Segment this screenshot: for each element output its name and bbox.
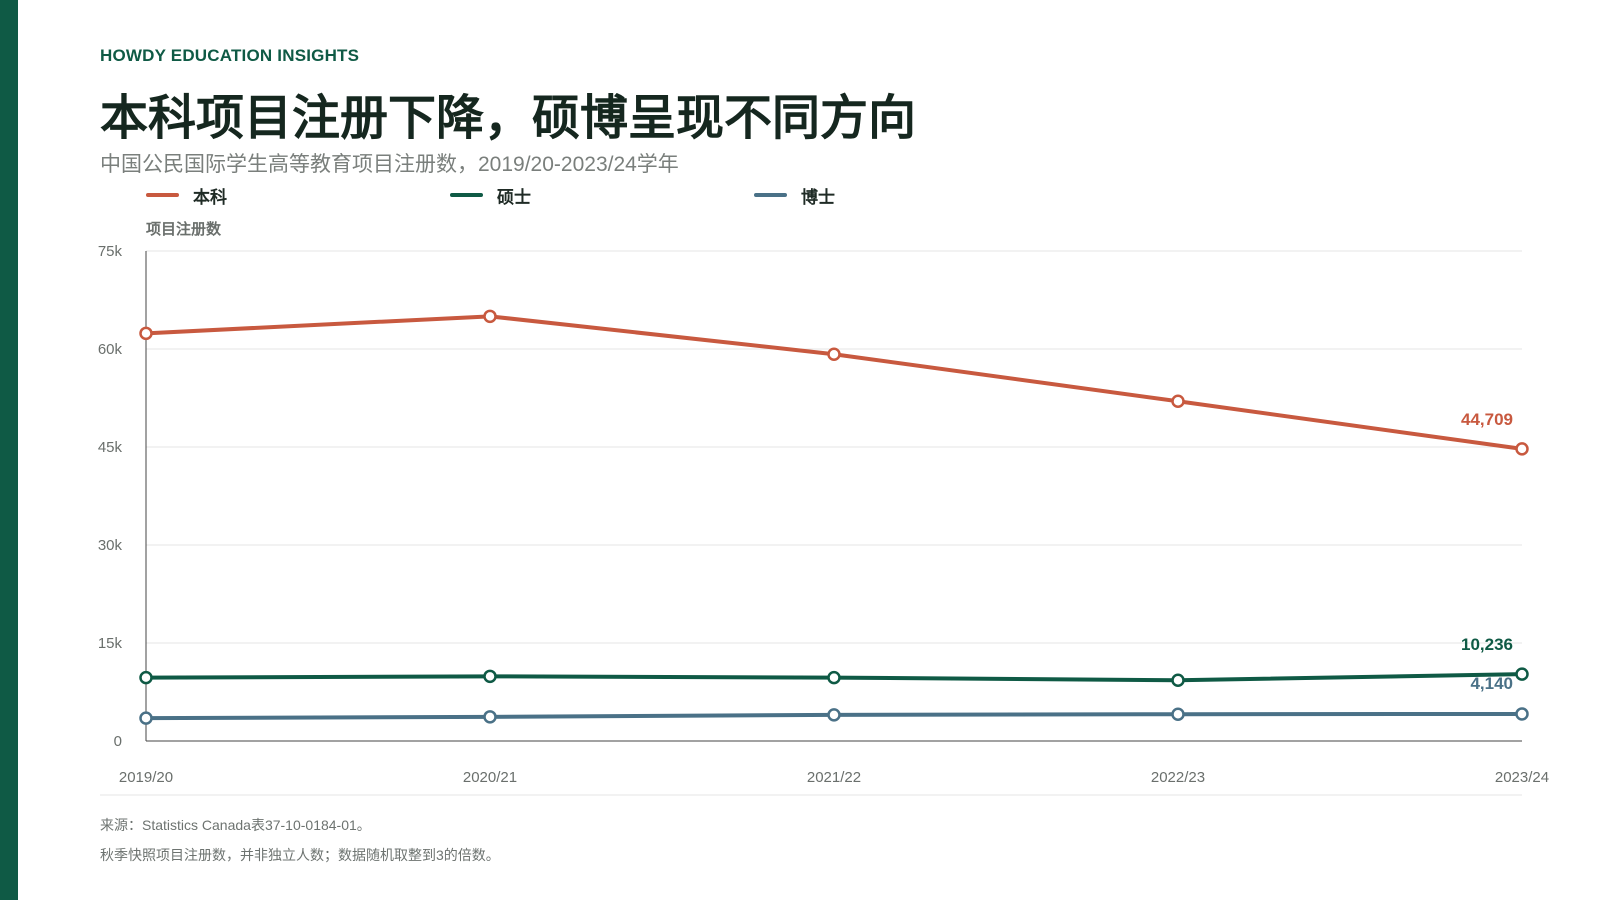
series-point xyxy=(1171,707,1185,721)
axis-layer: 0 15k 30k 45k 60k 75k 2019/20 2020/21 2021/22 202… xyxy=(98,243,1549,796)
series-end-label: 4,140 xyxy=(1470,674,1513,693)
legend-label-doctoral: 博士 xyxy=(801,187,835,207)
series-point xyxy=(139,711,153,725)
series-point xyxy=(1515,442,1529,456)
series-end-label: 10,236 xyxy=(1461,635,1513,654)
grid-layer xyxy=(146,250,1522,644)
x-tick-label: 2020/21 xyxy=(463,769,517,786)
y-axis-title: 项目注册数 xyxy=(146,220,222,238)
legend-swatch-undergrad xyxy=(146,193,179,197)
y-tick-label: 30k xyxy=(98,537,123,554)
legend-item-doctoral: 博士 xyxy=(754,183,835,207)
footer-source: 来源：Statistics Canada表37-10-0184-01。 xyxy=(100,817,371,833)
x-tick-label: 2023/24 xyxy=(1495,769,1549,786)
legend-item-masters: 硕士 xyxy=(450,183,531,207)
x-tick-label: 2022/23 xyxy=(1151,769,1205,786)
legend-swatch-doctoral xyxy=(754,193,787,197)
x-tick-label: 2019/20 xyxy=(119,769,173,786)
series-point xyxy=(139,670,153,685)
series-point xyxy=(483,309,497,324)
series-point xyxy=(827,347,841,361)
series-point xyxy=(827,708,841,722)
line-chart: 项目注册数 0 15k 30k 45k 60k 75k 2019/20 2020/21 2021… xyxy=(98,220,1549,796)
brand-label: HOWDY EDUCATION INSIGHTS xyxy=(100,46,360,65)
page-subtitle: 中国公民国际学生高等教育项目注册数，2019/20-2023/24学年 xyxy=(100,153,679,176)
accent-bar xyxy=(0,0,18,900)
legend-swatch-masters xyxy=(450,193,483,197)
legend-item-undergrad: 本科 xyxy=(146,183,227,207)
legend-label-undergrad: 本科 xyxy=(193,187,227,207)
legend-label-masters: 硕士 xyxy=(497,187,531,207)
chart-legend: 本科 硕士 博士 xyxy=(146,183,906,207)
series-point xyxy=(1171,673,1185,687)
y-tick-label: 60k xyxy=(98,341,123,358)
series-point xyxy=(139,326,153,341)
page-title: 本科项目注册下降，硕博呈现不同方向 xyxy=(100,92,917,145)
y-tick-label: 0 xyxy=(114,733,122,750)
series-point xyxy=(1515,667,1529,681)
series-end-label: 44,709 xyxy=(1461,410,1513,429)
series-point xyxy=(1515,707,1529,721)
series-point xyxy=(483,669,497,684)
series-point xyxy=(1171,394,1185,409)
x-tick-label: 2021/22 xyxy=(807,769,861,786)
y-tick-label: 45k xyxy=(98,439,123,456)
footer-note: 秋季快照项目注册数，并非独立人数；数据随机取整到3的倍数。 xyxy=(100,847,500,863)
series-line xyxy=(144,314,1524,451)
series-point xyxy=(483,710,497,724)
label-layer: 44,709 10,236 4,140 xyxy=(1461,410,1513,693)
y-tick-label: 75k xyxy=(98,243,123,260)
y-tick-label: 15k xyxy=(98,635,123,652)
series-layer xyxy=(139,309,1529,725)
series-point xyxy=(827,670,841,685)
